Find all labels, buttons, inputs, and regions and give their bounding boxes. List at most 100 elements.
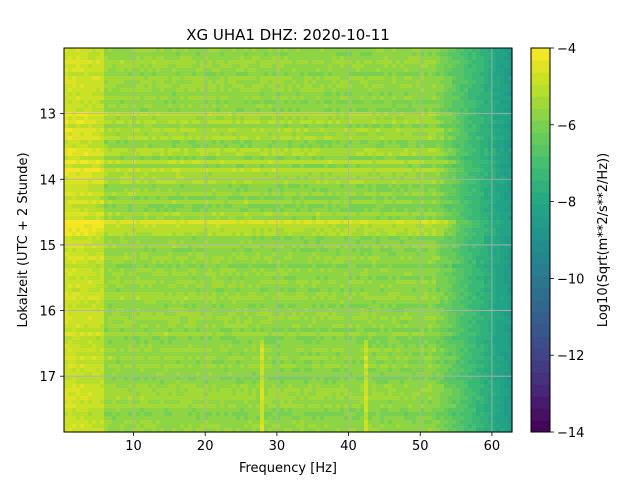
heatmap-cell bbox=[424, 48, 429, 53]
heatmap-cell bbox=[384, 208, 389, 213]
heatmap-cell bbox=[348, 148, 353, 153]
heatmap-cell bbox=[160, 168, 165, 173]
heatmap-cell bbox=[492, 108, 497, 113]
heatmap-cell bbox=[140, 140, 145, 145]
heatmap-cell bbox=[364, 140, 369, 145]
heatmap-cell bbox=[240, 76, 245, 81]
heatmap-cell bbox=[488, 120, 493, 125]
heatmap-cell bbox=[384, 140, 389, 145]
heatmap-cell bbox=[296, 112, 301, 117]
heatmap-cell bbox=[184, 132, 189, 137]
heatmap-cell bbox=[172, 68, 177, 73]
heatmap-cell bbox=[452, 152, 457, 157]
heatmap-cell bbox=[296, 212, 301, 217]
heatmap-cell bbox=[368, 152, 373, 157]
heatmap-cell bbox=[476, 160, 481, 165]
heatmap-cell bbox=[72, 180, 77, 185]
heatmap-cell bbox=[404, 92, 409, 97]
heatmap-cell bbox=[264, 192, 269, 197]
heatmap-cell bbox=[504, 216, 509, 221]
heatmap-cell bbox=[492, 120, 497, 125]
heatmap-cell bbox=[264, 96, 269, 101]
heatmap-cell bbox=[180, 128, 185, 133]
heatmap-cell bbox=[496, 100, 501, 105]
heatmap-cell bbox=[72, 160, 77, 165]
heatmap-cell bbox=[264, 156, 269, 161]
heatmap-cell bbox=[484, 60, 489, 65]
heatmap-cell bbox=[384, 104, 389, 109]
heatmap-cell bbox=[308, 68, 313, 73]
heatmap-cell bbox=[248, 120, 253, 125]
heatmap-cell bbox=[244, 156, 249, 161]
heatmap-cell bbox=[476, 124, 481, 129]
heatmap-cell bbox=[288, 160, 293, 165]
heatmap-cell bbox=[456, 204, 461, 209]
heatmap-cell bbox=[124, 224, 129, 229]
heatmap-cell bbox=[196, 68, 201, 73]
heatmap-cell bbox=[148, 136, 153, 141]
heatmap-cell bbox=[184, 84, 189, 89]
heatmap-cell bbox=[372, 56, 377, 61]
heatmap-cell bbox=[376, 100, 381, 105]
heatmap-cell bbox=[344, 96, 349, 101]
heatmap-cell bbox=[496, 84, 501, 89]
heatmap-cell bbox=[348, 180, 353, 185]
heatmap-cell bbox=[320, 56, 325, 61]
heatmap-cell bbox=[360, 172, 365, 177]
heatmap-cell bbox=[408, 188, 413, 193]
heatmap-cell bbox=[316, 132, 321, 137]
heatmap-cell bbox=[424, 204, 429, 209]
heatmap-cell bbox=[412, 84, 417, 89]
heatmap-cell bbox=[436, 112, 441, 117]
heatmap-cell bbox=[212, 84, 217, 89]
heatmap-cell bbox=[176, 76, 181, 81]
heatmap-cell bbox=[444, 184, 449, 189]
heatmap-cell bbox=[232, 76, 237, 81]
heatmap-cell bbox=[300, 192, 305, 197]
heatmap-cell bbox=[132, 176, 137, 181]
heatmap-cell bbox=[200, 132, 205, 137]
heatmap-cell bbox=[84, 176, 89, 181]
heatmap-cell bbox=[132, 116, 137, 121]
heatmap-cell bbox=[268, 124, 273, 129]
heatmap-cell bbox=[336, 144, 341, 149]
heatmap-cell bbox=[376, 88, 381, 93]
heatmap-cell bbox=[88, 168, 93, 173]
heatmap-cell bbox=[108, 76, 113, 81]
heatmap-cell bbox=[108, 220, 113, 225]
heatmap-cell bbox=[296, 204, 301, 209]
heatmap-cell bbox=[368, 172, 373, 177]
heatmap-cell bbox=[324, 80, 329, 85]
heatmap-cell bbox=[336, 160, 341, 165]
heatmap-cell bbox=[404, 96, 409, 101]
heatmap-cell bbox=[300, 72, 305, 77]
heatmap-cell bbox=[324, 180, 329, 185]
heatmap-cell bbox=[212, 48, 217, 53]
heatmap-cell bbox=[376, 160, 381, 165]
heatmap-cell bbox=[124, 116, 129, 121]
heatmap-cell bbox=[456, 192, 461, 197]
heatmap-cell bbox=[500, 144, 505, 149]
heatmap-cell bbox=[296, 208, 301, 213]
heatmap-cell bbox=[376, 204, 381, 209]
heatmap-cell bbox=[504, 80, 509, 85]
heatmap-cell bbox=[124, 220, 129, 225]
heatmap-cell bbox=[420, 176, 425, 181]
heatmap-cell bbox=[424, 152, 429, 157]
heatmap-cell bbox=[228, 84, 233, 89]
heatmap-cell bbox=[484, 208, 489, 213]
heatmap-cell bbox=[256, 196, 261, 201]
heatmap-cell bbox=[360, 220, 365, 225]
heatmap-cell bbox=[332, 108, 337, 113]
heatmap-cell bbox=[192, 100, 197, 105]
heatmap-cell bbox=[504, 48, 509, 53]
heatmap-cell bbox=[272, 80, 277, 85]
heatmap-cell bbox=[232, 164, 237, 169]
heatmap-cell bbox=[488, 64, 493, 69]
heatmap-cell bbox=[500, 72, 505, 77]
heatmap-cell bbox=[360, 164, 365, 169]
heatmap-cell bbox=[200, 212, 205, 217]
heatmap-cell bbox=[444, 192, 449, 197]
heatmap-cell bbox=[188, 220, 193, 225]
heatmap-cell bbox=[308, 128, 313, 133]
